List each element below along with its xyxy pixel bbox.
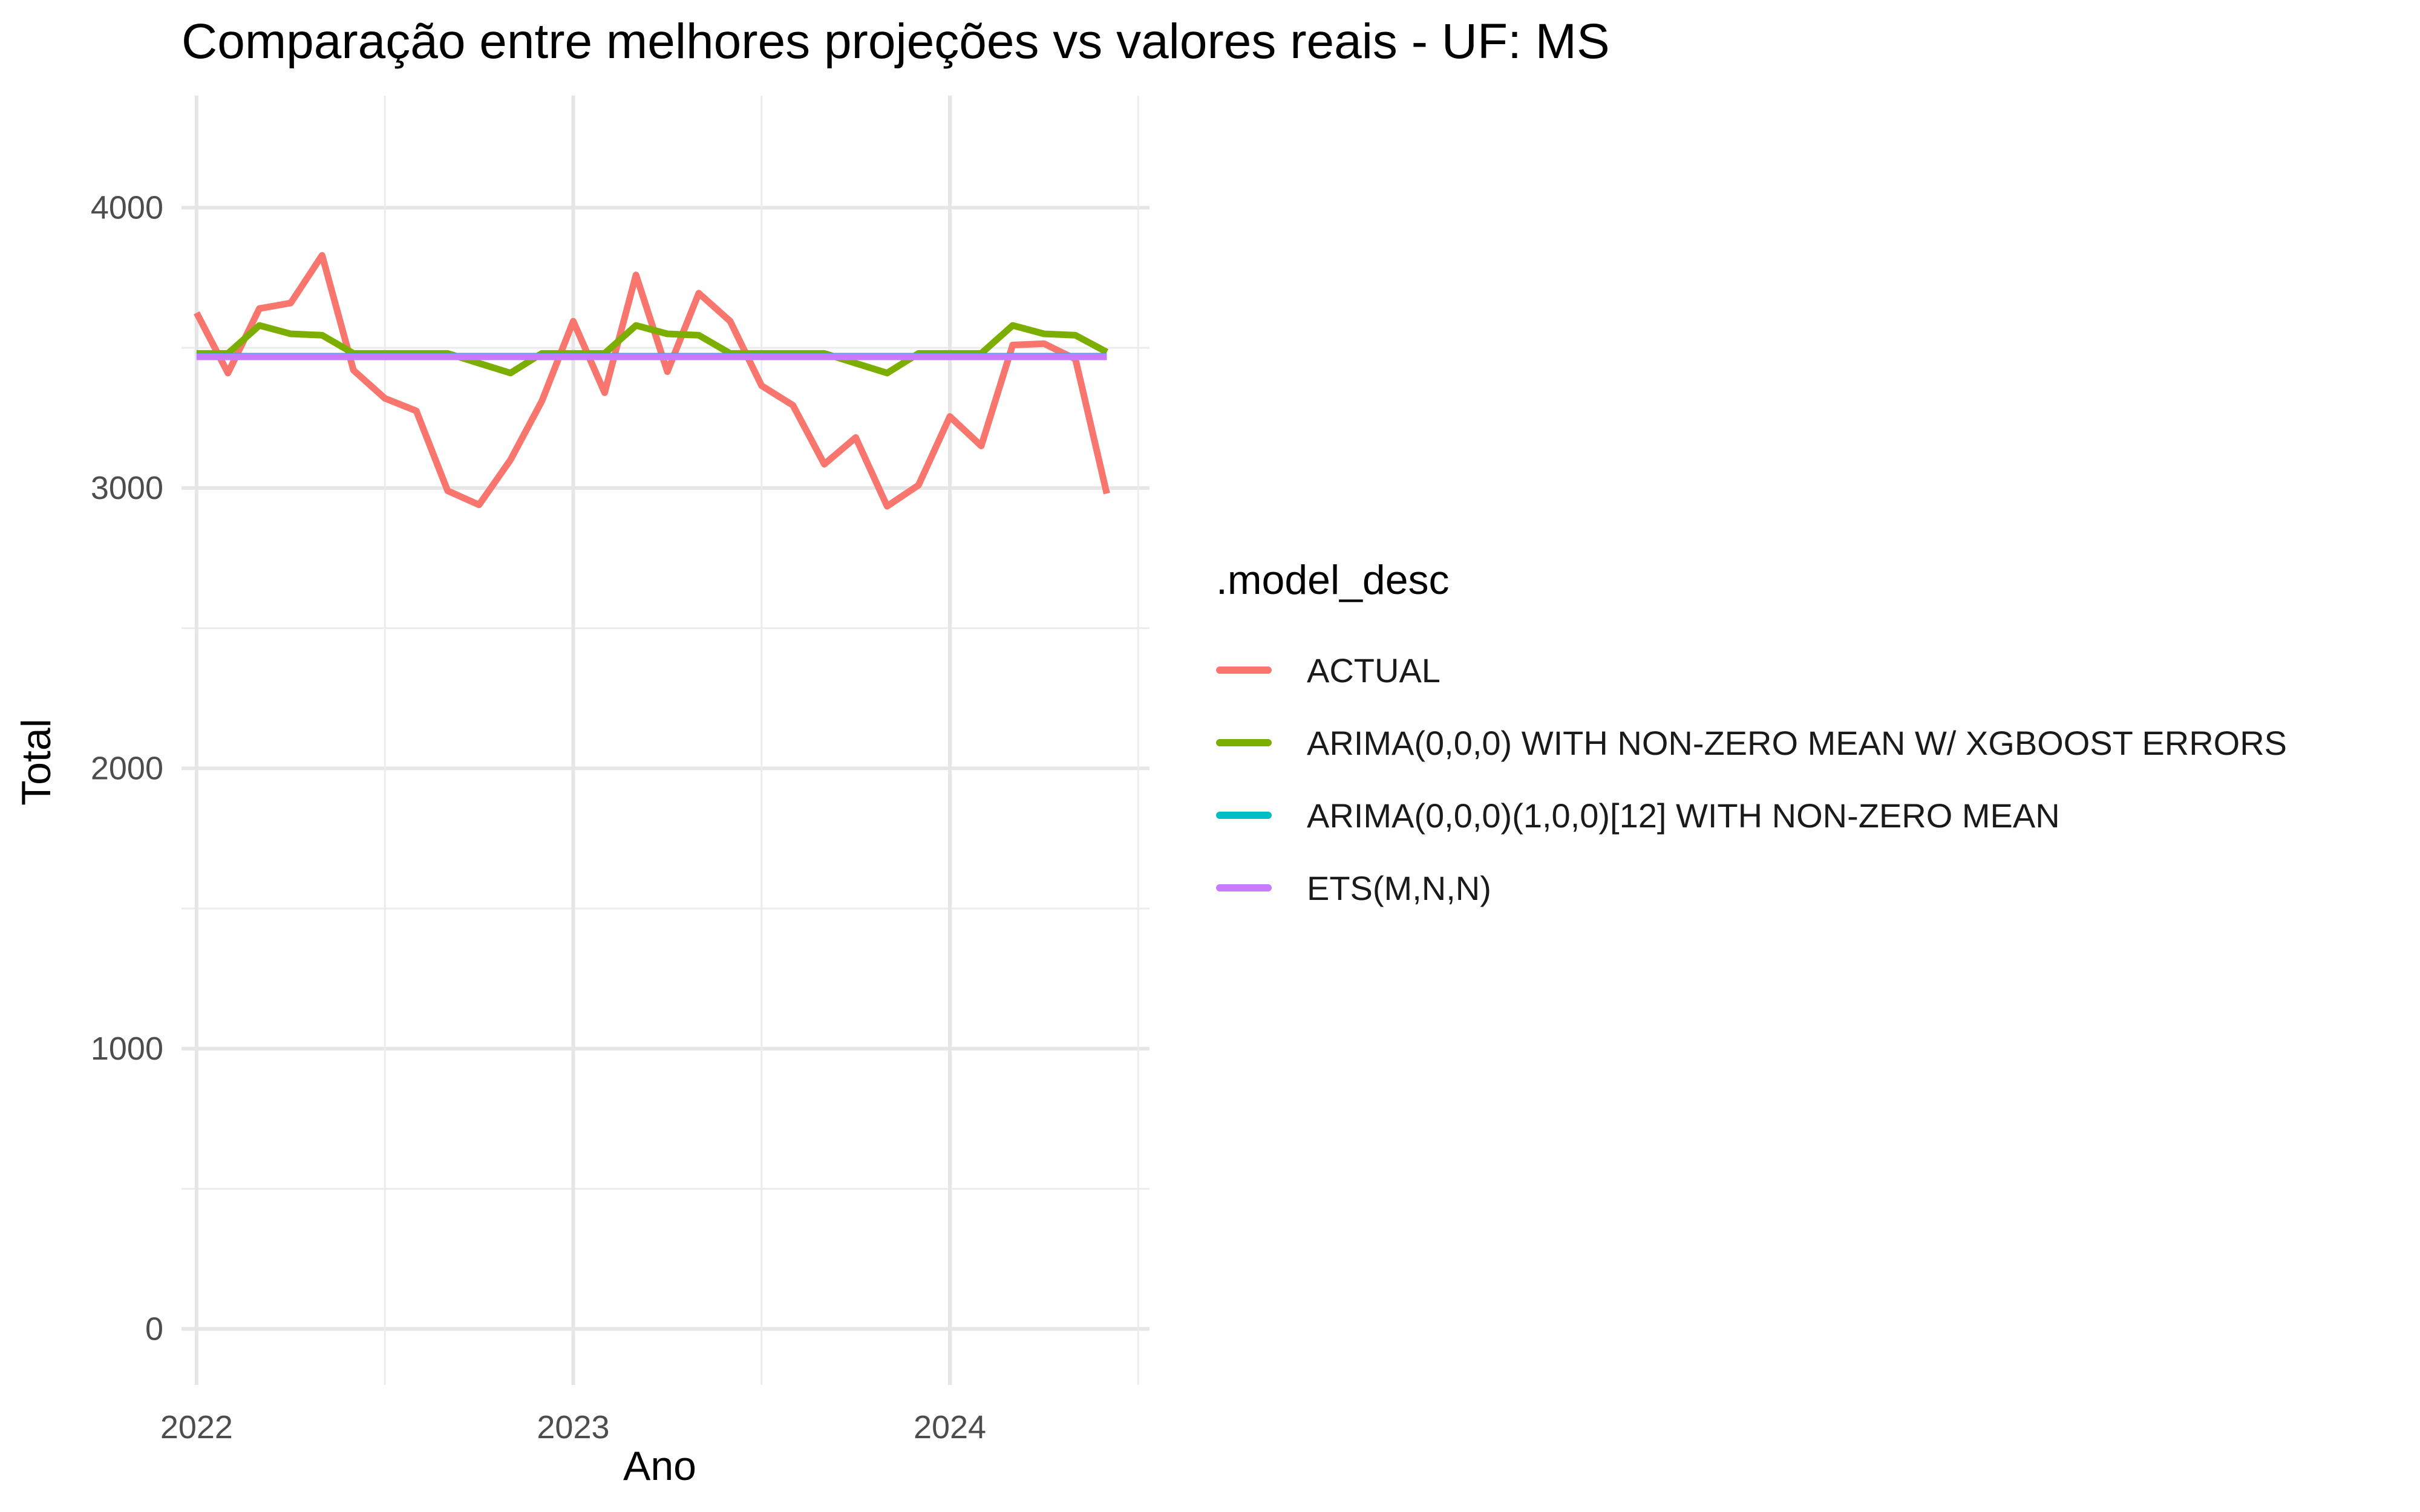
- legend-item-ets: ETS(M,N,N): [1216, 852, 2287, 924]
- series-line-actual: [194, 252, 1110, 510]
- chart-title: Comparação entre melhores projeções vs v…: [182, 14, 1610, 69]
- x-axis-title: Ano: [623, 1443, 696, 1489]
- legend-item-arima-seasonal: ARIMA(0,0,0)(1,0,0)[12] WITH NON-ZERO ME…: [1216, 779, 2287, 852]
- tick-layer: 0 1000 2000 3000 4000 2022 2023 2024: [91, 189, 986, 1445]
- x-tick-label: 2022: [160, 1409, 233, 1445]
- legend-title: .model_desc: [1216, 557, 1450, 603]
- legend-label-arima-seasonal: ARIMA(0,0,0)(1,0,0)[12] WITH NON-ZERO ME…: [1307, 796, 2060, 835]
- legend-label-arima-xgboost: ARIMA(0,0,0) WITH NON-ZERO MEAN W/ XGBOO…: [1307, 723, 2287, 762]
- legend-label-ets: ETS(M,N,N): [1307, 868, 1491, 907]
- series-line-arima-xgboost: [196, 322, 1109, 377]
- legend-swatch-ets: [1216, 884, 1272, 891]
- legend-item-arima-xgboost: ARIMA(0,0,0) WITH NON-ZERO MEAN W/ XGBOO…: [1216, 706, 2287, 779]
- legend-swatch-arima-xgboost: [1216, 739, 1272, 746]
- legend-swatch-actual: [1216, 666, 1272, 674]
- legend-label-actual: ACTUAL: [1307, 651, 1441, 689]
- y-tick-label: 1000: [91, 1031, 163, 1067]
- y-tick-label: 3000: [91, 470, 163, 506]
- series-layer: [194, 252, 1110, 510]
- grid-layer: [182, 96, 1150, 1385]
- y-axis-title: Total: [13, 719, 59, 806]
- legend: .model_desc ACTUAL ARIMA(0,0,0) WITH NON…: [1216, 556, 2287, 924]
- legend-item-actual: ACTUAL: [1216, 634, 2287, 706]
- x-tick-label: 2024: [914, 1409, 986, 1445]
- y-tick-label: 0: [145, 1311, 163, 1347]
- y-tick-label: 4000: [91, 189, 163, 226]
- legend-swatch-arima-seasonal: [1216, 812, 1272, 819]
- x-tick-label: 2023: [537, 1409, 609, 1445]
- y-tick-label: 2000: [91, 750, 163, 786]
